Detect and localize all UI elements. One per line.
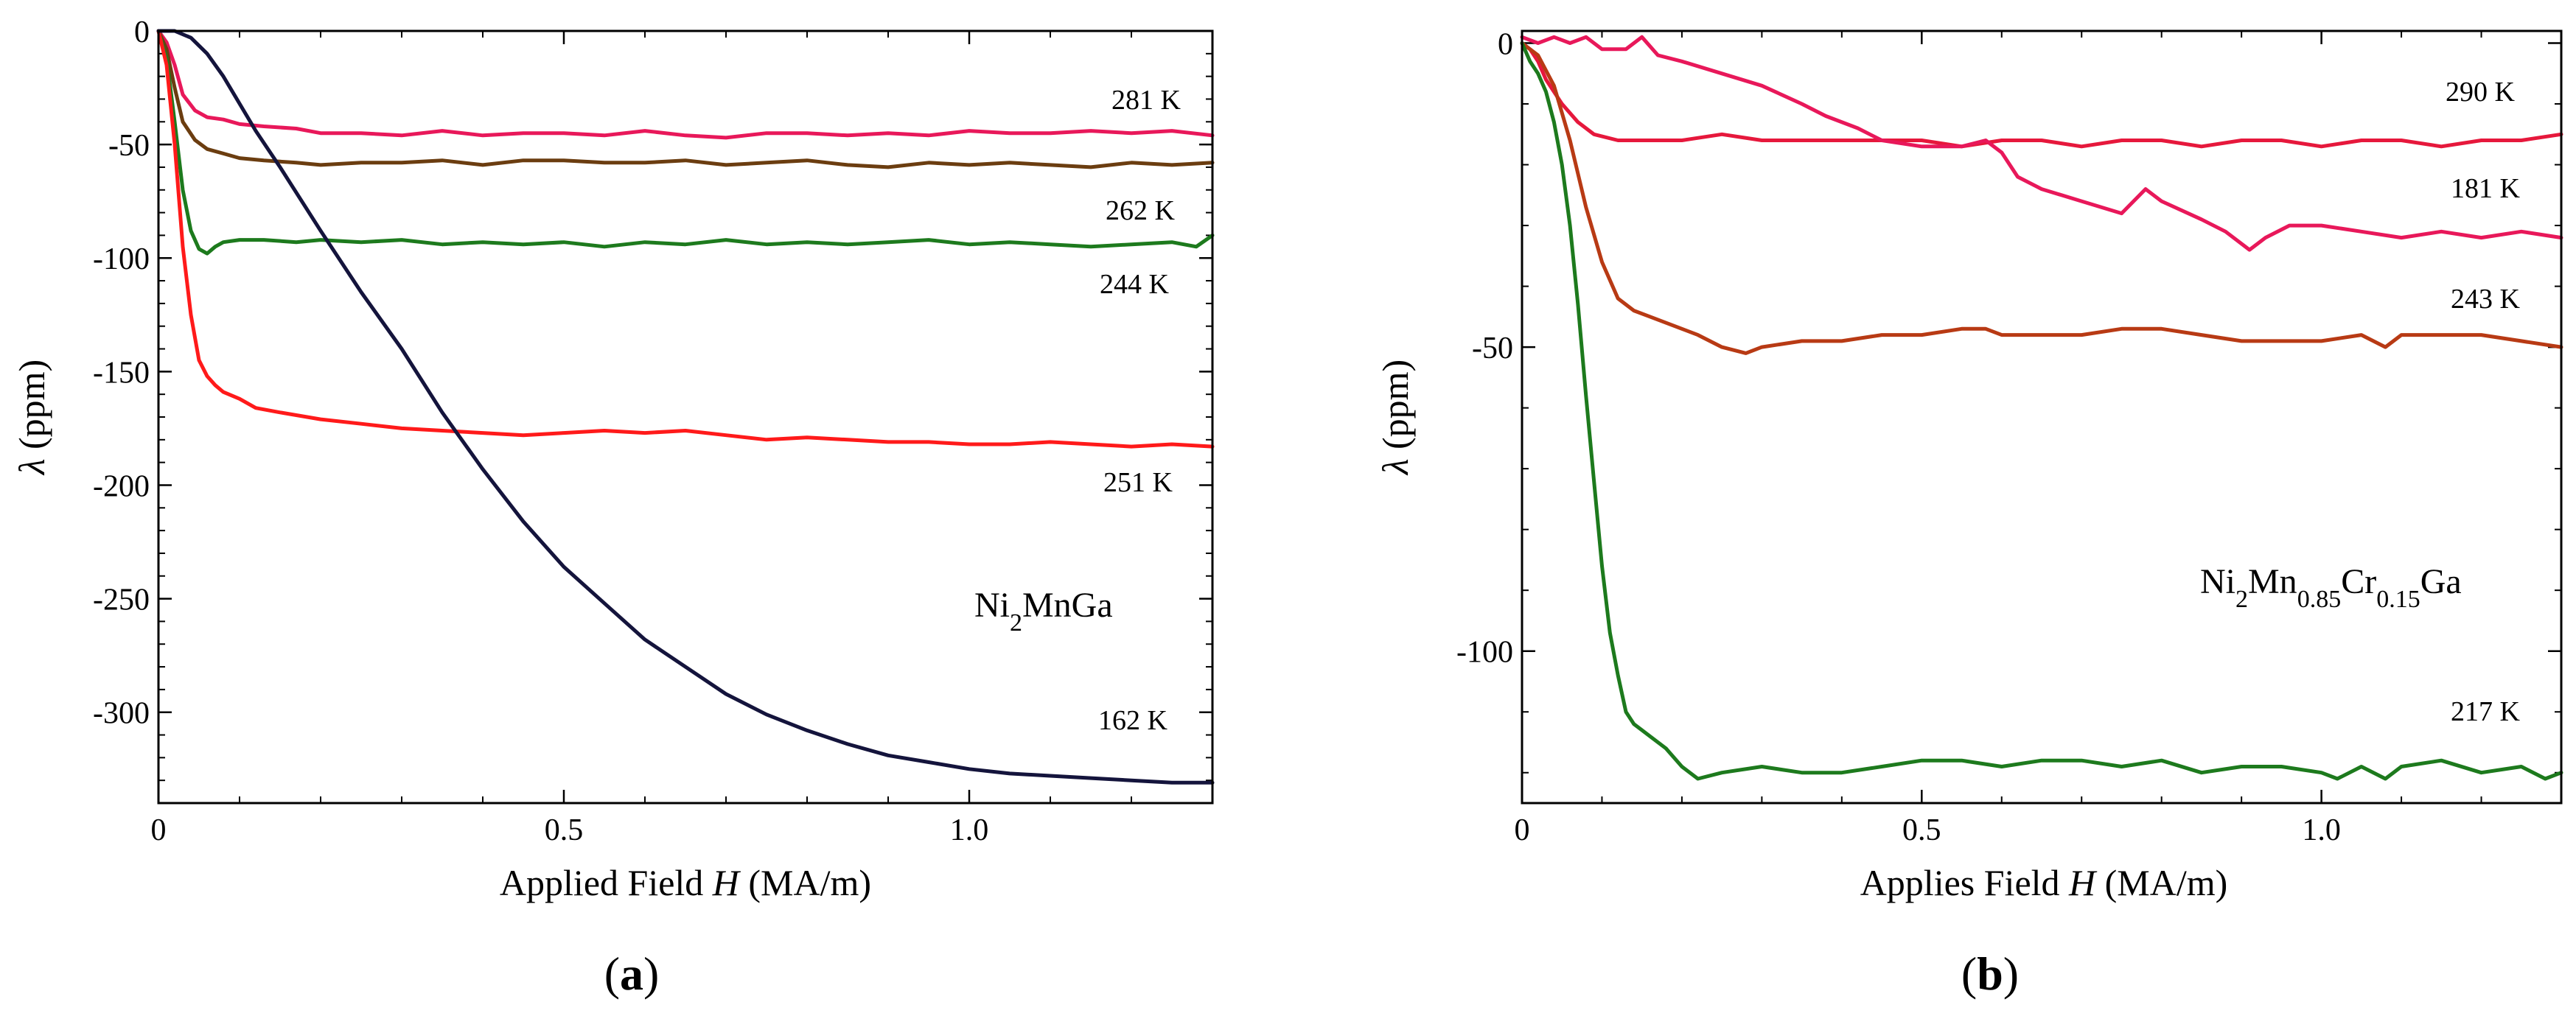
panel-b-label-290: 290 K [2446, 77, 2516, 108]
panel-a-label-244: 244 K [1100, 269, 1170, 300]
y-tick-label: -150 [93, 356, 150, 390]
series-line-262-k [156, 29, 1215, 169]
series-line-281-k [156, 29, 1215, 140]
panel-a-label-262: 262 K [1106, 195, 1176, 226]
y-tick-label: -300 [93, 697, 150, 731]
series-line-244-k [156, 29, 1215, 256]
panel-b-label-243: 243 K [2451, 284, 2521, 315]
x-tick-label: 0.5 [1902, 813, 1941, 847]
panel-a: 0 0.5 1.0 0 -50 -100 -150 -200 -250 -300 281 K 26… [11, 15, 1215, 1000]
y-tick-label: -200 [93, 469, 150, 503]
panel-a-series [156, 29, 1215, 785]
panel-a-plot-frame [157, 29, 1214, 805]
x-tick-label: 1.0 [950, 813, 989, 847]
panel-b-tick-labels: 0 0.5 1.0 0 -50 -100 [1456, 28, 2341, 847]
x-tick-label: 1.0 [2302, 813, 2341, 847]
y-tick-label: -250 [93, 584, 150, 617]
series-line-162-k [156, 29, 1215, 785]
x-tick-label: 0 [151, 813, 167, 847]
panel-a-panel-label: (a) [604, 947, 660, 1000]
series-line-251-k [156, 29, 1215, 449]
y-tick-label: 0 [134, 15, 150, 49]
panel-b-panel-label: (b) [1961, 947, 2019, 1000]
series-line-217-k [1520, 41, 2563, 781]
y-tick-label: -100 [1456, 636, 1513, 670]
panel-b-compound-label: Ni2Mn0.85Cr0.15Ga [2200, 562, 2462, 613]
panel-b-plot-frame [1521, 29, 2563, 805]
series-line-290-k [1520, 41, 2563, 149]
y-tick-label: -100 [93, 242, 150, 276]
panel-a-label-162: 162 K [1098, 705, 1168, 736]
x-tick-label: 0 [1515, 813, 1530, 847]
panel-b-label-217: 217 K [2451, 696, 2521, 727]
panel-a-x-axis-title: Applied Field H (MA/m) [500, 862, 871, 903]
panel-b-label-181: 181 K [2451, 173, 2521, 204]
panel-b: 0 0.5 1.00-50-100 290 K 181 K 243 K 217 K … [1375, 28, 2563, 1000]
series-line-181-k [1520, 35, 2563, 252]
panel-a-label-281: 281 K [1111, 85, 1181, 116]
panel-b-x-axis-title: Applies Field H (MA/m) [1860, 862, 2228, 903]
panel-b-series [1520, 35, 2563, 781]
x-tick-label: 0.5 [545, 813, 584, 847]
y-tick-label: 0 [1498, 28, 1513, 62]
y-tick-label: -50 [1472, 332, 1513, 365]
series-line-243-k [1520, 41, 2563, 355]
panel-a-tick-labels: 0 0.5 1.0 0 -50 -100 -150 -200 -250 -300 [93, 15, 988, 847]
panel-a-compound-label: Ni2MnGa [974, 586, 1113, 637]
panel-a-y-axis-title: λ (ppm) [11, 360, 52, 476]
panel-a-label-251: 251 K [1103, 467, 1173, 498]
panel-b-ticks [1521, 31, 2562, 803]
panel-b-y-axis-title: λ (ppm) [1375, 360, 1416, 476]
y-tick-label: -50 [108, 129, 150, 163]
